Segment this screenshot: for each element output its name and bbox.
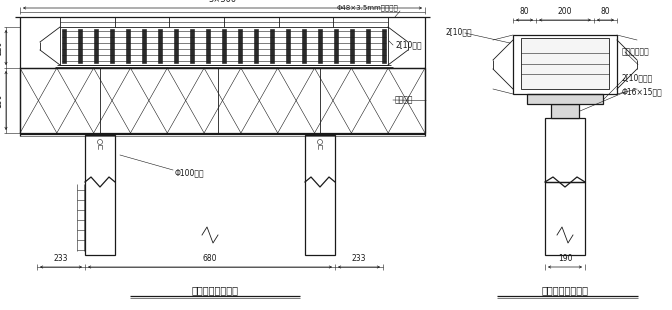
Bar	[20, 68, 425, 133]
Bar	[254, 29, 258, 63]
Text: 200: 200	[558, 7, 573, 16]
Text: 5×300: 5×300	[208, 0, 237, 4]
Bar	[110, 29, 114, 63]
Bar	[319, 29, 322, 63]
Bar	[302, 29, 306, 63]
Bar	[350, 29, 353, 63]
Bar	[174, 29, 178, 63]
Text: 2[10小横梁: 2[10小横梁	[622, 73, 653, 82]
Bar	[238, 29, 242, 63]
Text: 2[10背筋: 2[10背筋	[395, 41, 421, 50]
Bar	[286, 29, 290, 63]
Bar	[551, 104, 579, 118]
Bar	[85, 135, 115, 255]
Bar	[78, 29, 82, 63]
Bar	[521, 38, 609, 89]
Bar	[158, 29, 162, 63]
Text: 钢棒现浇盖梁正面: 钢棒现浇盖梁正面	[192, 285, 239, 295]
Text: 150: 150	[0, 93, 3, 108]
Text: 233: 233	[351, 254, 366, 263]
Text: 80: 80	[601, 7, 610, 16]
Text: 贝留支架: 贝留支架	[395, 95, 413, 104]
Text: 花篮螺丝拉杆: 花篮螺丝拉杆	[622, 47, 650, 56]
Text: 钢棒现浇盖梁侧面: 钢棒现浇盖梁侧面	[542, 285, 589, 295]
Bar	[545, 118, 585, 182]
Text: 190: 190	[558, 254, 573, 263]
Bar	[270, 29, 274, 63]
Bar	[513, 35, 617, 94]
Bar	[545, 182, 585, 255]
Bar	[382, 29, 386, 63]
Bar	[190, 29, 194, 63]
Bar	[142, 29, 146, 63]
Bar	[62, 29, 66, 63]
Text: 80: 80	[519, 7, 530, 16]
Bar	[94, 29, 98, 63]
Bar	[305, 135, 335, 255]
Bar	[222, 29, 226, 63]
Bar	[527, 94, 603, 104]
Bar	[334, 29, 338, 63]
Text: 680: 680	[203, 254, 217, 263]
Text: Φ48×3.5mm钢管护栏: Φ48×3.5mm钢管护栏	[337, 5, 398, 11]
Bar	[126, 29, 130, 63]
Bar	[206, 29, 210, 63]
Text: Φ16×15砂筒: Φ16×15砂筒	[622, 87, 663, 96]
Text: Φ100钢棒: Φ100钢棒	[175, 169, 205, 178]
Text: 233: 233	[54, 254, 69, 263]
Text: 220: 220	[0, 40, 3, 55]
Bar	[60, 27, 388, 65]
Text: 2[10背筋: 2[10背筋	[445, 28, 472, 37]
Bar	[366, 29, 370, 63]
